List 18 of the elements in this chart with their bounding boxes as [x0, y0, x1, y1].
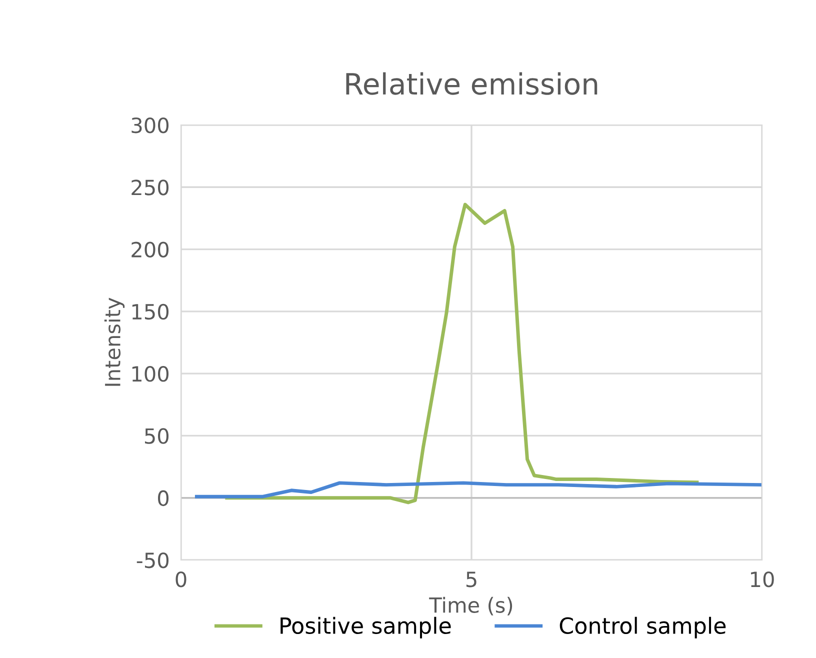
y-axis-title: Intensity	[104, 298, 125, 386]
y-tick-label: 50	[144, 428, 169, 444]
y-tick-label: 200	[132, 242, 169, 258]
legend-label: Positive sample	[280, 616, 451, 638]
x-tick-label: 5	[466, 572, 476, 588]
legend-label: Control sample	[560, 616, 726, 638]
y-tick-label: 150	[132, 304, 169, 320]
x-tick-label: 0	[176, 571, 186, 588]
y-tick-label: 100	[132, 366, 169, 382]
x-axis-title: Time (s)	[429, 596, 512, 616]
line-series	[225, 202, 699, 504]
y-tick-label: 0	[158, 490, 169, 506]
y-tick-label: 250	[132, 180, 169, 196]
chart-title: Relative emission	[346, 72, 598, 95]
y-tick-label: -50	[136, 552, 169, 568]
line-series	[194, 481, 762, 498]
y-tick-label: 300	[132, 117, 169, 134]
x-tick-label: 10	[751, 571, 774, 588]
